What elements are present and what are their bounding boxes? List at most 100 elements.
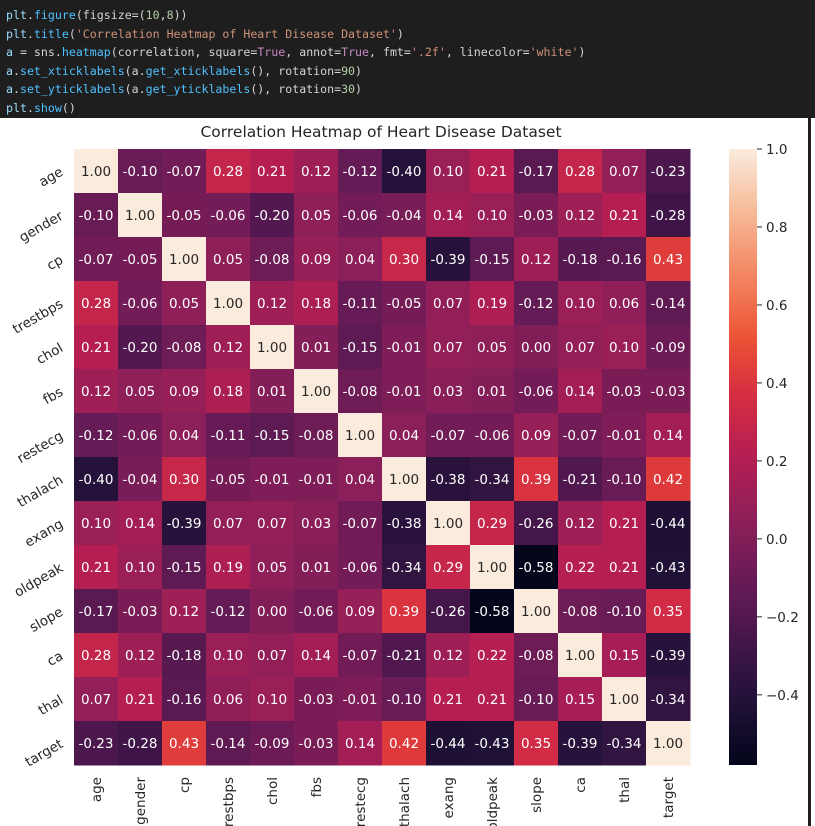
cell-value-label: -0.03 [519,208,554,224]
cell-value-label: -0.05 [167,208,202,224]
code-token: 'Correlation Heatmap of Heart Disease Da… [75,26,397,41]
heatmap-cell [206,325,251,370]
heatmap-cell [558,237,603,282]
code-line: plt.title('Correlation Heatmap of Heart … [6,27,404,41]
code-token: (figsize=( [75,8,146,22]
cell-value-label: 0.12 [213,340,243,356]
cell-value-label: 0.07 [213,516,243,532]
cell-value-label: 0.21 [477,164,507,180]
cell-value-label: -0.12 [79,428,114,444]
code-text[interactable]: plt.figure(figsize=(10,8)) plt.title('Co… [0,0,815,118]
y-tick-label: target [22,736,66,770]
heatmap-cell [514,633,559,678]
heatmap-cell [514,149,559,194]
cell-value-label: -0.08 [299,428,334,444]
heatmap-cell [74,589,119,634]
cell-value-label: 0.43 [169,736,199,752]
heatmap-cell [206,545,251,590]
code-token: , fmt= [369,45,411,60]
heatmap-cell [118,501,163,546]
cell-value-label: 0.14 [653,428,683,444]
heatmap-cell [558,193,603,238]
colorbar-tick-label: 0.8 [766,220,787,236]
cell-value-label: 0.09 [169,384,199,400]
heatmap-cell [558,501,603,546]
cell-value-label: -0.21 [387,648,422,664]
cell-value-label: -0.23 [651,164,686,180]
cell-value-label: -0.40 [387,164,422,180]
heatmap-cell [118,237,163,282]
cell-value-label: -0.17 [79,604,114,620]
code-line: plt.figure(figsize=(10,8)) [6,8,188,22]
cell-value-label: -0.18 [563,252,598,268]
code-line: plt.show() [6,101,76,115]
code-token: (), rotation= [250,82,342,97]
cell-value-label: 0.01 [257,384,287,400]
cell-value-label: -0.04 [387,208,422,224]
cell-value-label: 0.01 [477,384,507,400]
y-tick-label: ca [44,648,66,670]
cell-value-label: 0.21 [257,164,287,180]
heatmap-cell [206,369,251,414]
cell-value-label: -0.39 [431,252,466,268]
y-tick-label: slope [27,604,66,636]
heatmap-cell [250,501,295,546]
cell-value-label: 0.21 [609,208,639,224]
cell-value-label: 1.00 [477,560,507,576]
heatmap-cell [162,721,207,766]
heatmap-cell [514,237,559,282]
cell-value-label: -0.08 [255,252,290,268]
heatmap-cell [470,633,515,678]
cell-value-label: 0.07 [609,164,639,180]
code-token: (a. [124,82,146,97]
heatmap-cell [470,281,515,326]
heatmap-cell [74,413,119,458]
heatmap-cell [338,149,383,194]
y-tick-label: restecg [15,428,66,467]
heatmap-cell [514,589,559,634]
cell-value-label: 0.10 [477,208,507,224]
heatmap-cell [338,721,383,766]
x-tick-label: thal [617,777,633,803]
cell-value-label: -0.58 [475,604,510,620]
cell-value-label: -0.38 [387,516,422,532]
cell-value-label: 1.00 [81,164,111,180]
heatmap-cell [206,149,251,194]
cell-value-label: 0.14 [433,208,463,224]
code-token: ) [355,63,363,78]
heatmap-cell [558,589,603,634]
y-tick-label: exang [22,516,66,551]
cell-value-label: -0.16 [607,252,642,268]
cell-value-label: -0.03 [651,384,686,400]
code-token: 8 [166,8,174,22]
heatmap-cell [426,633,471,678]
cell-value-label: -0.07 [343,516,378,532]
heatmap-cell [382,501,427,546]
code-token: , [159,8,167,22]
code-token: (a. [124,63,146,78]
code-token: a [6,82,13,97]
code-cell[interactable]: plt.figure(figsize=(10,8)) plt.title('Co… [0,0,815,118]
cell-value-label: -0.09 [651,340,686,356]
heatmap-cell [338,193,383,238]
cell-value-label: 0.09 [345,604,375,620]
heatmap-cell [162,149,207,194]
heatmap-cell [162,545,207,590]
cell-value-label: -0.18 [167,648,202,664]
heatmap-cell [162,281,207,326]
cell-value-label: -0.20 [123,340,158,356]
heatmap-cell [470,457,515,502]
x-tick-label: fbs [309,777,325,797]
heatmap-cell [470,501,515,546]
heatmap-cell [558,633,603,678]
y-tick-label: cp [44,252,66,274]
cell-value-label: -0.40 [79,472,114,488]
cell-value-label: -0.38 [431,472,466,488]
heatmap-cell [514,413,559,458]
heatmap-cell [74,149,119,194]
cell-value-label: 0.12 [433,648,463,664]
heatmap-cell [250,589,295,634]
heatmap-cell [338,501,383,546]
heatmap-cell [426,501,471,546]
cell-value-label: 0.28 [213,164,243,180]
